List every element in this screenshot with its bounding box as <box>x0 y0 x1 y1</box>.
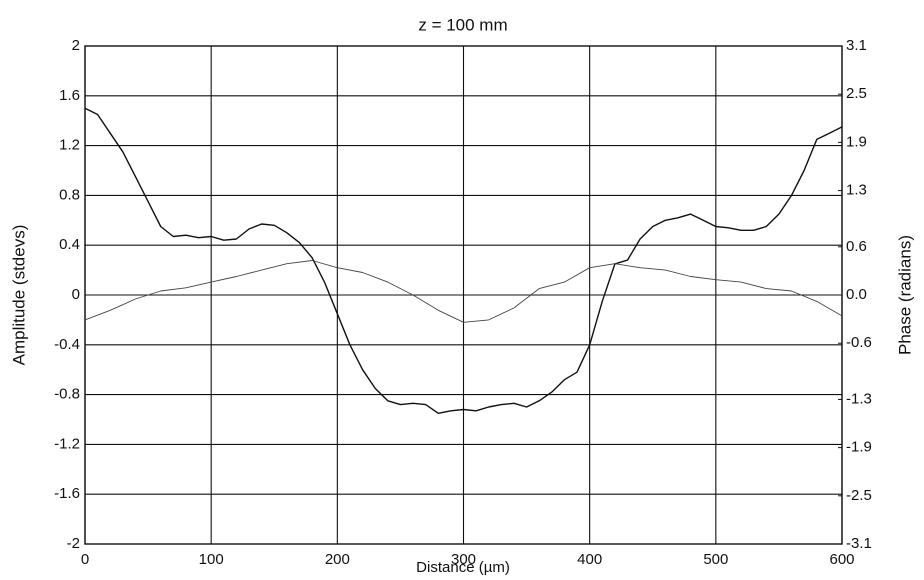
plot-frame <box>84 45 843 545</box>
y-tick-label: 0 <box>72 286 80 303</box>
y-tick-label: 1.2 <box>59 137 80 154</box>
y-tick-label: -0.8 <box>54 386 80 403</box>
y-tick-label: -0.4 <box>54 336 80 353</box>
y2-tick-label: -3.1 <box>846 535 872 552</box>
x-tick-label: 300 <box>451 551 476 568</box>
y2-tick-label: -2.5 <box>846 487 872 504</box>
y2-tick-label: -0.6 <box>846 334 872 351</box>
y2-tick-label: 1.3 <box>846 182 867 199</box>
y2-axis-label: Phase (radians) <box>895 235 914 355</box>
x-tick-label: 600 <box>829 551 854 568</box>
y2-tick-label: 2.5 <box>846 85 867 102</box>
y2-tick-label: 0.0 <box>846 286 867 303</box>
y-tick-label: -1.6 <box>54 485 80 502</box>
x-tick-label: 0 <box>81 551 89 568</box>
y-tick-label: -2 <box>67 535 80 552</box>
y2-tick-label: 1.9 <box>846 133 867 150</box>
x-tick-label: 400 <box>577 551 602 568</box>
data-line <box>84 260 843 323</box>
chart-title: z = 100 mm <box>418 15 507 34</box>
x-tick-label: 200 <box>325 551 350 568</box>
y-axis-label: Amplitude (stdevs) <box>9 225 28 366</box>
y-tick-label: -1.2 <box>54 435 80 452</box>
y2-tick-label: 0.6 <box>846 238 867 255</box>
y2-tick-label: -1.9 <box>846 439 872 456</box>
x-tick-label: 100 <box>199 551 224 568</box>
x-axis-label: Distance (µm) <box>416 559 510 576</box>
data-line <box>84 107 843 414</box>
y2-tick-label: 3.1 <box>846 37 867 54</box>
x-tick-label: 500 <box>703 551 728 568</box>
y2-tick-label: -1.3 <box>846 390 872 407</box>
y-tick-label: 2 <box>72 37 80 54</box>
y-tick-label: 0.4 <box>59 236 80 253</box>
y-tick-label: 1.6 <box>59 87 80 104</box>
y-tick-label: 0.8 <box>59 186 80 203</box>
